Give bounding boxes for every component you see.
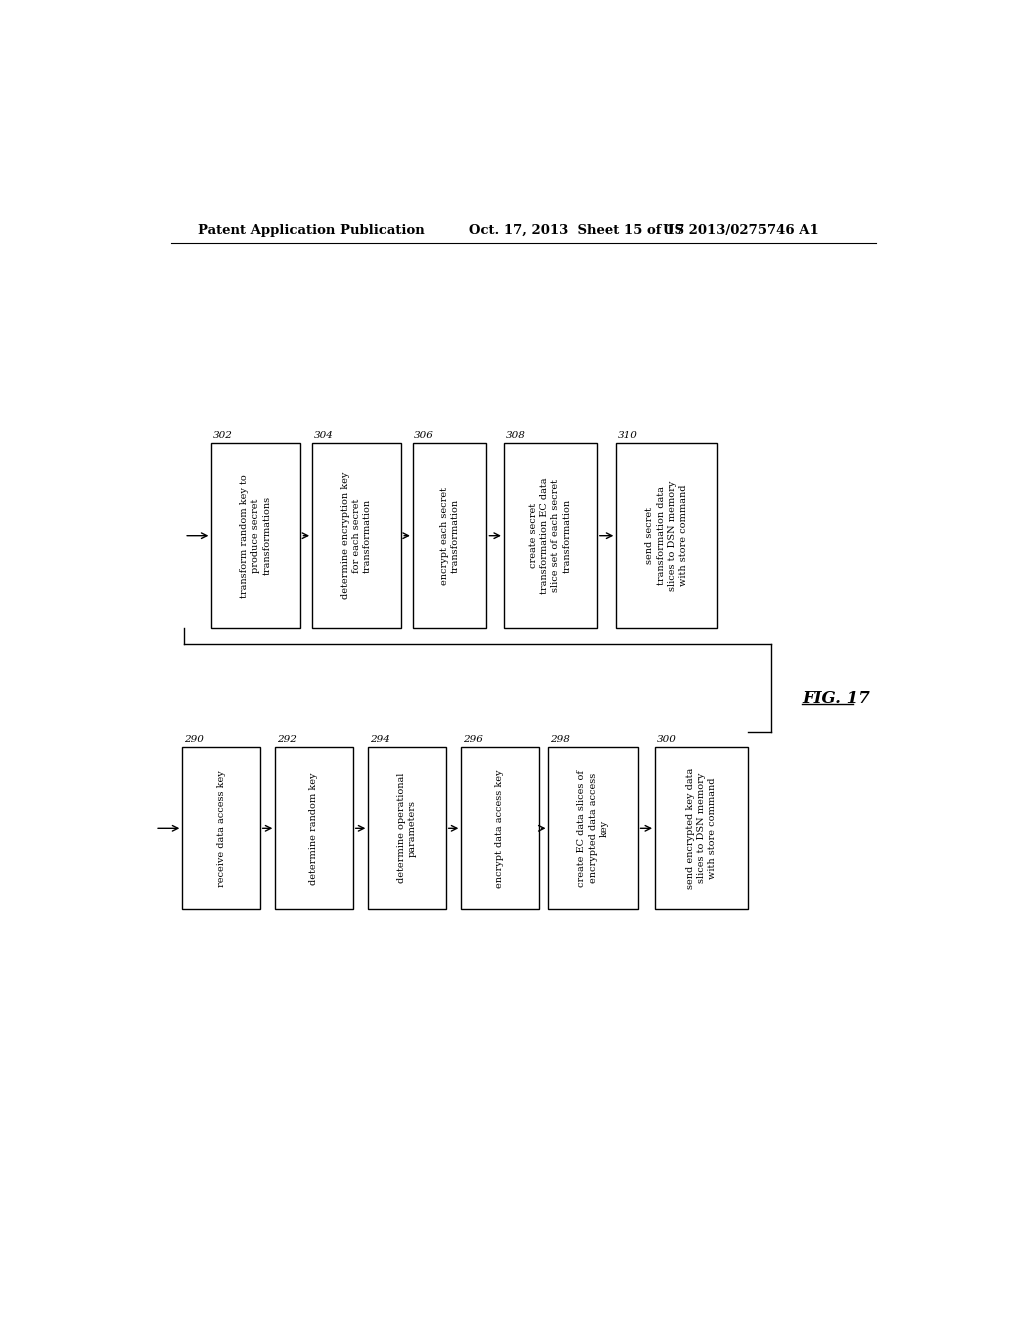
- Bar: [413, 444, 486, 628]
- Text: 290: 290: [183, 735, 204, 744]
- Bar: [504, 444, 597, 628]
- Text: transform random key to
produce secret
transformations: transform random key to produce secret t…: [241, 474, 271, 598]
- Text: Patent Application Publication: Patent Application Publication: [198, 224, 425, 236]
- Text: 300: 300: [656, 735, 677, 744]
- Text: 302: 302: [213, 432, 232, 441]
- Text: FIG. 17: FIG. 17: [802, 689, 870, 706]
- Text: send secret
transformation data
slices to DSN memory
with store command: send secret transformation data slices t…: [645, 480, 688, 591]
- Bar: [616, 444, 717, 628]
- Text: 304: 304: [313, 432, 334, 441]
- Text: send encrypted key data
slices to DSN memory
with store command: send encrypted key data slices to DSN me…: [686, 768, 717, 888]
- Text: create EC data slices of
encrypted data access
key: create EC data slices of encrypted data …: [578, 770, 608, 887]
- Text: determine encryption key
for each secret
transformation: determine encryption key for each secret…: [341, 473, 373, 599]
- Bar: [655, 747, 748, 909]
- Text: encrypt data access key: encrypt data access key: [496, 770, 505, 887]
- Bar: [369, 747, 445, 909]
- Bar: [211, 444, 300, 628]
- Text: Oct. 17, 2013  Sheet 15 of 17: Oct. 17, 2013 Sheet 15 of 17: [469, 224, 684, 236]
- Text: 308: 308: [506, 432, 525, 441]
- Text: US 2013/0275746 A1: US 2013/0275746 A1: [663, 224, 818, 236]
- Bar: [461, 747, 539, 909]
- Text: 298: 298: [550, 735, 570, 744]
- Text: determine random key: determine random key: [309, 772, 318, 884]
- Text: 306: 306: [415, 432, 434, 441]
- Text: 296: 296: [463, 735, 482, 744]
- Text: encrypt each secret
transformation: encrypt each secret transformation: [439, 487, 460, 585]
- Text: receive data access key: receive data access key: [216, 770, 225, 887]
- Text: 292: 292: [276, 735, 297, 744]
- Bar: [549, 747, 638, 909]
- Bar: [182, 747, 260, 909]
- Text: 310: 310: [617, 432, 638, 441]
- Text: create secret
transformation EC data
slice set of each secret
transformation: create secret transformation EC data sli…: [529, 478, 571, 594]
- Bar: [275, 747, 352, 909]
- Text: 294: 294: [370, 735, 390, 744]
- Bar: [312, 444, 401, 628]
- Text: determine operational
parameters: determine operational parameters: [397, 774, 417, 883]
